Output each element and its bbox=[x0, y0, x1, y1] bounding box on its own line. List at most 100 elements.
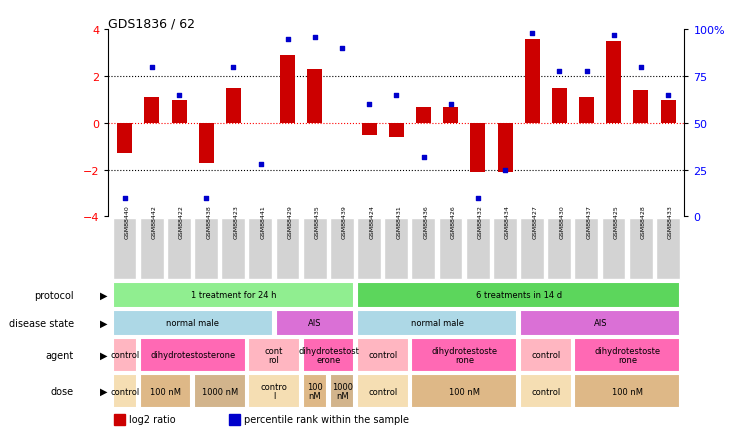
Text: GSM88442: GSM88442 bbox=[152, 205, 157, 239]
Text: 100 nM: 100 nM bbox=[449, 387, 480, 396]
Bar bbox=[171, 100, 186, 124]
FancyBboxPatch shape bbox=[411, 218, 435, 280]
Bar bbox=[579, 98, 594, 124]
Bar bbox=[444, 107, 459, 124]
Text: percentile rank within the sample: percentile rank within the sample bbox=[244, 414, 409, 424]
Text: 1000
nM: 1000 nM bbox=[331, 382, 352, 401]
Point bbox=[554, 68, 565, 75]
FancyBboxPatch shape bbox=[411, 375, 518, 408]
Text: GSM88432: GSM88432 bbox=[478, 205, 483, 239]
Text: control: control bbox=[531, 387, 560, 396]
Bar bbox=[199, 124, 214, 163]
FancyBboxPatch shape bbox=[221, 218, 245, 280]
Text: ▶: ▶ bbox=[100, 350, 108, 360]
Point bbox=[254, 161, 266, 168]
Point bbox=[173, 92, 185, 99]
FancyBboxPatch shape bbox=[330, 375, 355, 408]
FancyBboxPatch shape bbox=[194, 218, 218, 280]
Text: control: control bbox=[368, 351, 397, 359]
Text: dihydrotestost
erone: dihydrotestost erone bbox=[298, 346, 359, 365]
FancyBboxPatch shape bbox=[548, 218, 571, 280]
Text: 6 treatments in 14 d: 6 treatments in 14 d bbox=[476, 290, 562, 299]
Point bbox=[282, 36, 294, 43]
Text: normal male: normal male bbox=[411, 319, 464, 328]
FancyBboxPatch shape bbox=[303, 339, 355, 372]
Point bbox=[472, 195, 484, 202]
Text: GSM88429: GSM88429 bbox=[288, 205, 292, 239]
FancyBboxPatch shape bbox=[194, 375, 245, 408]
Text: GSM88441: GSM88441 bbox=[260, 205, 266, 239]
Point bbox=[390, 92, 402, 99]
FancyBboxPatch shape bbox=[303, 218, 327, 280]
FancyBboxPatch shape bbox=[357, 310, 518, 336]
Bar bbox=[280, 56, 295, 124]
Text: dose: dose bbox=[51, 386, 74, 396]
Text: GSM88428: GSM88428 bbox=[641, 205, 646, 239]
Point bbox=[527, 31, 539, 38]
FancyBboxPatch shape bbox=[140, 339, 245, 372]
Text: GSM88423: GSM88423 bbox=[233, 205, 239, 239]
FancyBboxPatch shape bbox=[357, 339, 408, 372]
FancyBboxPatch shape bbox=[357, 218, 381, 280]
Point bbox=[309, 34, 321, 41]
Text: agent: agent bbox=[46, 350, 74, 360]
Text: control: control bbox=[110, 351, 139, 359]
Text: 1 treatment for 24 h: 1 treatment for 24 h bbox=[191, 290, 276, 299]
FancyBboxPatch shape bbox=[248, 375, 300, 408]
FancyBboxPatch shape bbox=[112, 282, 355, 308]
FancyBboxPatch shape bbox=[303, 375, 327, 408]
Bar bbox=[307, 70, 322, 124]
Text: contro
l: contro l bbox=[261, 382, 288, 401]
FancyBboxPatch shape bbox=[520, 375, 571, 408]
FancyBboxPatch shape bbox=[275, 310, 355, 336]
Bar bbox=[226, 89, 241, 124]
Text: ▶: ▶ bbox=[100, 386, 108, 396]
FancyBboxPatch shape bbox=[112, 375, 137, 408]
Text: 100
nM: 100 nM bbox=[307, 382, 323, 401]
Text: GSM88430: GSM88430 bbox=[560, 205, 565, 239]
FancyBboxPatch shape bbox=[140, 375, 191, 408]
FancyBboxPatch shape bbox=[574, 339, 681, 372]
FancyBboxPatch shape bbox=[112, 218, 136, 280]
Text: disease state: disease state bbox=[9, 318, 74, 328]
FancyBboxPatch shape bbox=[520, 339, 571, 372]
Bar bbox=[144, 98, 159, 124]
Text: 100 nM: 100 nM bbox=[612, 387, 643, 396]
Point bbox=[662, 92, 674, 99]
FancyBboxPatch shape bbox=[275, 218, 299, 280]
Text: 1000 nM: 1000 nM bbox=[202, 387, 238, 396]
Bar bbox=[660, 100, 675, 124]
Point bbox=[499, 167, 511, 174]
Point bbox=[608, 33, 620, 39]
Text: GSM88433: GSM88433 bbox=[668, 205, 673, 239]
Point bbox=[146, 64, 158, 71]
Point bbox=[364, 102, 375, 108]
Text: 100 nM: 100 nM bbox=[150, 387, 181, 396]
Point bbox=[227, 64, 239, 71]
Bar bbox=[114, 414, 125, 424]
Text: GSM88438: GSM88438 bbox=[206, 205, 211, 239]
Point bbox=[119, 195, 131, 202]
Text: protocol: protocol bbox=[34, 290, 74, 300]
FancyBboxPatch shape bbox=[574, 375, 681, 408]
FancyBboxPatch shape bbox=[411, 339, 518, 372]
Text: normal male: normal male bbox=[166, 319, 219, 328]
Point bbox=[336, 46, 348, 53]
Text: ▶: ▶ bbox=[100, 290, 108, 300]
FancyBboxPatch shape bbox=[357, 375, 408, 408]
Bar bbox=[525, 39, 540, 124]
Text: cont
rol: cont rol bbox=[265, 346, 283, 365]
FancyBboxPatch shape bbox=[248, 218, 272, 280]
Text: GSM88436: GSM88436 bbox=[423, 205, 429, 239]
Point bbox=[417, 154, 429, 161]
Point bbox=[635, 64, 647, 71]
Text: control: control bbox=[531, 351, 560, 359]
Text: ▶: ▶ bbox=[100, 318, 108, 328]
Text: GSM88425: GSM88425 bbox=[614, 205, 619, 239]
FancyBboxPatch shape bbox=[574, 218, 598, 280]
Text: GSM88424: GSM88424 bbox=[370, 205, 374, 239]
Bar bbox=[497, 124, 512, 173]
FancyBboxPatch shape bbox=[520, 310, 681, 336]
FancyBboxPatch shape bbox=[629, 218, 653, 280]
Point bbox=[580, 68, 592, 75]
